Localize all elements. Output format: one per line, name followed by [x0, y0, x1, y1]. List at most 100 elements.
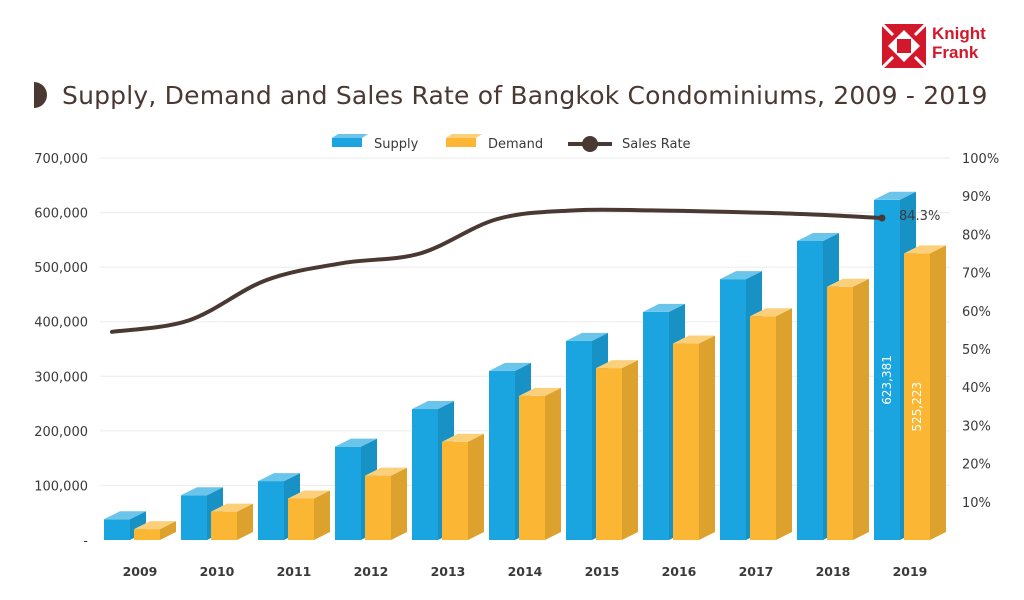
legend-demand-swatch-top [446, 134, 482, 138]
bar-front-face [258, 481, 284, 540]
bar-top-face [720, 271, 762, 280]
demand-bar [827, 278, 869, 540]
x-axis-tick-label: 2016 [662, 564, 697, 579]
demand-bar [288, 490, 330, 540]
demand-bar [442, 433, 484, 540]
left-axis-tick-label: 700,000 [34, 152, 88, 167]
x-axis-tick-label: 2009 [123, 564, 158, 579]
demand-last-label: 525,223 [910, 382, 924, 432]
bar-front-face [211, 511, 237, 540]
bar-front-face [442, 441, 468, 540]
legend-sales-rate-label: Sales Rate [622, 137, 691, 152]
bar-front-face [904, 253, 930, 541]
x-axis-tick-label: 2013 [431, 564, 466, 579]
demand-bar [365, 467, 407, 540]
bar-front-face [365, 475, 391, 540]
bar-top-face [596, 360, 638, 369]
legend-supply-swatch-top [332, 134, 368, 138]
bar-top-face [489, 362, 531, 371]
legend-supply-swatch [332, 138, 362, 147]
brand-logo: Knight Frank [882, 24, 986, 68]
x-axis-tick-label: 2014 [508, 564, 543, 579]
left-axis-tick-label: 100,000 [34, 479, 88, 494]
bar-top-face [797, 232, 839, 241]
right-axis-tick-label: 40% [962, 381, 991, 396]
demand-bar [904, 245, 946, 541]
bar-top-face [566, 332, 608, 341]
sales-rate-annotation: 84.3% [899, 209, 940, 224]
bar-side-face [930, 245, 946, 541]
x-axis-tick-label: 2012 [354, 564, 389, 579]
logo-text: Knight Frank [932, 24, 986, 62]
left-axis-tick-label: 400,000 [34, 316, 88, 331]
bar-front-face [750, 316, 776, 540]
left-axis-tick-label: 200,000 [34, 425, 88, 440]
bar-front-face [643, 311, 669, 540]
bar-top-face [335, 438, 377, 447]
bar-top-face [827, 278, 869, 287]
x-axis-tick-label: 2010 [200, 564, 235, 579]
supply-last-label: 623,381 [880, 355, 894, 405]
bar-side-face [853, 278, 869, 540]
bar-top-face [211, 503, 253, 512]
bar-front-face [874, 199, 900, 541]
knight-frank-logo-icon [882, 24, 926, 68]
bar-front-face [181, 495, 207, 540]
bar-top-face [181, 487, 223, 496]
x-axis-tick-label: 2019 [893, 564, 928, 579]
bar-side-face [699, 335, 715, 540]
bar-front-face [673, 343, 699, 540]
right-axis-tick-label: 100% [962, 152, 999, 167]
bar-top-face [673, 335, 715, 344]
right-axis-tick-label: 90% [962, 190, 991, 205]
bar-top-face [442, 433, 484, 442]
bar-side-face [545, 387, 561, 540]
x-axis-tick-label: 2015 [585, 564, 620, 579]
left-axis-tick-label: 600,000 [34, 207, 88, 222]
bar-front-face [797, 240, 823, 540]
demand-bar [596, 360, 638, 540]
bar-front-face [519, 395, 545, 540]
bar-front-face [104, 519, 130, 540]
bar-top-face [643, 303, 685, 312]
logo-text-line2: Frank [932, 43, 979, 62]
bar-side-face [622, 360, 638, 540]
bar-side-face [160, 521, 176, 540]
bar-top-face [365, 467, 407, 476]
bar-top-face [750, 308, 792, 317]
legend-demand-label: Demand [488, 137, 543, 152]
bar-side-face [776, 308, 792, 540]
right-axis-tick-label: 70% [962, 267, 991, 282]
bar-front-face [412, 409, 438, 540]
right-axis-tick-label: 50% [962, 343, 991, 358]
bar-front-face [720, 279, 746, 540]
bar-top-face [904, 245, 946, 254]
legend-sales-rate-marker [582, 136, 598, 152]
right-axis-tick-label: 60% [962, 305, 991, 320]
bar-top-face [288, 490, 330, 499]
bar-front-face [827, 286, 853, 540]
legend-supply-label: Supply [374, 137, 419, 152]
demand-bar [211, 503, 253, 540]
sales-rate-point [878, 214, 886, 222]
bar-front-face [288, 498, 314, 540]
demand-bar [750, 308, 792, 540]
chart-title-row: Supply, Demand and Sales Rate of Bangkok… [30, 80, 988, 110]
logo-text-line1: Knight [932, 24, 986, 43]
bar-top-face [519, 387, 561, 396]
bar-side-face [391, 467, 407, 540]
right-axis-tick-label: 80% [962, 228, 991, 243]
bar-top-face [104, 511, 146, 520]
chart-title: Supply, Demand and Sales Rate of Bangkok… [62, 80, 988, 110]
bar-side-face [468, 433, 484, 540]
bar-front-face [134, 529, 160, 540]
bar-side-face [237, 503, 253, 540]
right-axis-tick-label: 30% [962, 419, 991, 434]
x-axis-tick-label: 2018 [816, 564, 851, 579]
bar-front-face [566, 340, 592, 540]
half-moon-icon [34, 82, 47, 108]
bar-side-face [314, 490, 330, 540]
x-axis-tick-label: 2017 [739, 564, 774, 579]
bar-top-face [874, 191, 916, 200]
demand-bar [673, 335, 715, 540]
